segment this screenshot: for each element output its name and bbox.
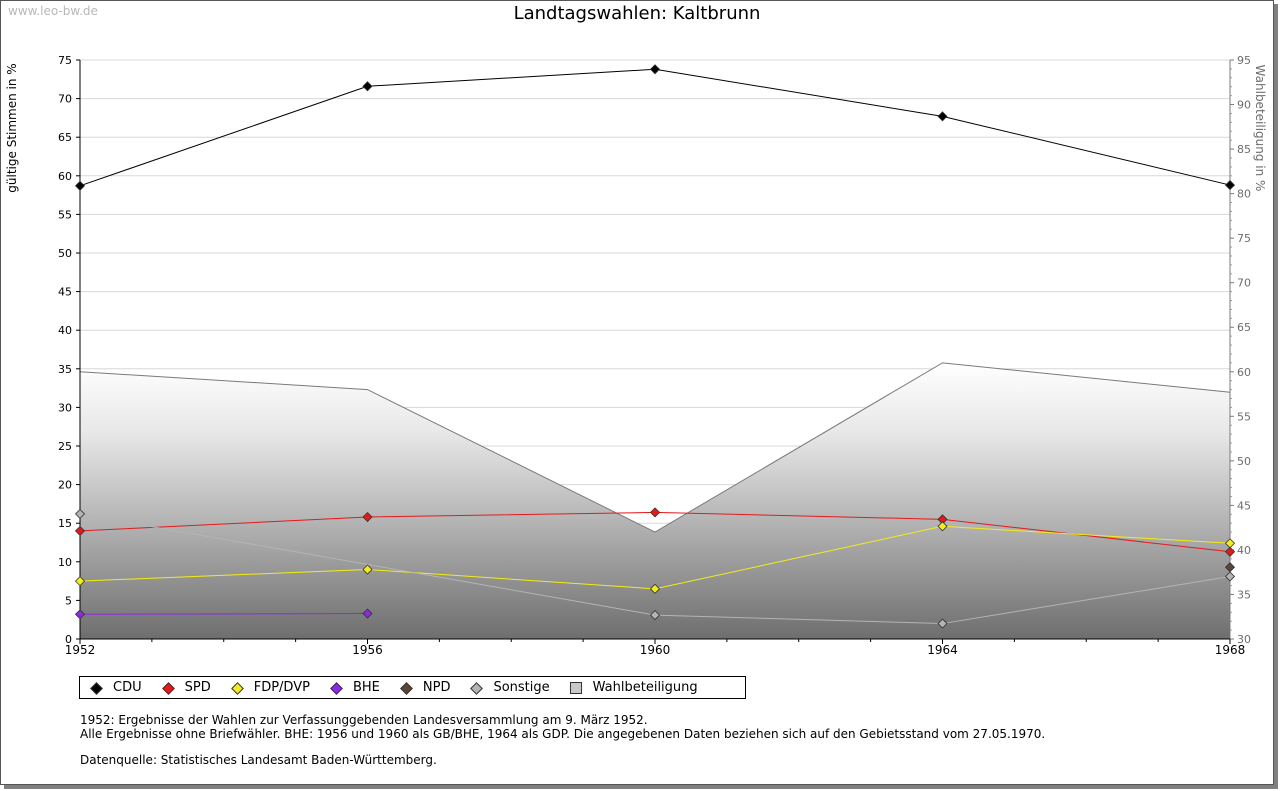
y2-tick-label: 45: [1237, 499, 1251, 512]
y2-tick-label: 50: [1237, 455, 1251, 468]
legend-item-fdp-dvp: FDP/DVP: [231, 680, 310, 695]
legend-label: SPD: [184, 680, 211, 695]
y2-tick-label: 65: [1237, 321, 1251, 334]
y2-tick-label: 80: [1237, 188, 1251, 201]
legend-symbol-wahlbeteiligung: [569, 681, 582, 694]
y-tick-label: 75: [58, 54, 72, 67]
data-point-spd: [362, 511, 373, 523]
y2-tick-label: 85: [1237, 143, 1251, 156]
y-tick-label: 35: [58, 363, 72, 376]
note-line-3: Datenquelle: Statistisches Landesamt Bad…: [80, 753, 437, 767]
chart-legend: CDU SPD FDP/DVP BHE NPD Sonstige Wahlbeteiligu…: [79, 676, 746, 699]
legend-label: Sonstige: [493, 680, 550, 695]
data-point-cdu: [74, 180, 86, 191]
legend-symbol-cdu: [90, 682, 102, 694]
data-point-spd: [74, 525, 86, 536]
y-tick-label: 60: [58, 170, 72, 183]
legend-label: BHE: [352, 680, 380, 695]
chart-title: Landtagswahlen: Kaltbrunn: [513, 3, 761, 24]
x-tick-label: 1952: [65, 643, 96, 657]
y-tick-label: 20: [58, 479, 72, 492]
y-tick-label: 55: [58, 208, 72, 221]
data-point-cdu: [649, 64, 661, 75]
y-tick-label: 25: [58, 440, 72, 453]
data-point-fdp-dvp: [1224, 538, 1236, 549]
legend-symbol-bhe: [330, 682, 342, 694]
series-line-bhe: [79, 613, 368, 615]
series-line-cdu: [79, 68, 1231, 187]
data-point-fdp-dvp: [937, 521, 948, 532]
legend-item-npd: NPD: [400, 680, 451, 695]
data-point-fdp-dvp: [362, 564, 373, 575]
y-tick-label: 30: [58, 401, 72, 414]
y-tick-label: 0: [65, 633, 72, 646]
note-line-2: Alle Ergebnisse ohne Briefwähler. BHE: 1…: [80, 727, 1046, 741]
y2-tick-label: 70: [1237, 277, 1251, 290]
y2-tick-label: 35: [1237, 588, 1251, 601]
data-point-cdu: [1224, 179, 1236, 191]
legend-item-bhe: BHE: [330, 680, 380, 695]
y-tick-label: 70: [58, 93, 72, 106]
y2-tick-label: 30: [1237, 633, 1251, 646]
y2-tick-label: 60: [1237, 366, 1251, 379]
data-point-sonstige: [649, 610, 661, 621]
note-line-1: 1952: Ergebnisse der Wahlen zur Verfassu…: [80, 713, 648, 727]
legend-label: Wahlbeteiligung: [592, 680, 698, 695]
data-point-sonstige: [1224, 571, 1236, 582]
data-point-bhe: [362, 608, 373, 619]
y-tick-label: 10: [58, 556, 72, 569]
y-tick-label: 65: [58, 131, 72, 144]
x-tick-label: 1964: [927, 643, 958, 657]
data-point-spd: [649, 507, 661, 518]
data-point-cdu: [362, 81, 373, 92]
legend-symbol-spd: [162, 682, 174, 694]
turnout-area: [80, 362, 1230, 639]
y2-tick-label: 55: [1237, 410, 1251, 423]
legend-label: NPD: [422, 680, 451, 695]
y2-tick-label: 95: [1237, 54, 1251, 67]
y2-tick-label: 75: [1237, 232, 1251, 245]
data-point-fdp-dvp: [74, 576, 86, 587]
legend-symbol-fdp-dvp: [231, 682, 243, 694]
y2-tick-label: 40: [1237, 544, 1251, 557]
legend-label: CDU: [113, 680, 142, 695]
data-point-bhe: [74, 609, 86, 620]
data-point-sonstige: [937, 618, 948, 629]
x-tick-label: 1960: [640, 643, 671, 657]
legend-item-cdu: CDU: [90, 680, 142, 695]
legend-symbol-sonstige: [470, 682, 482, 694]
y-tick-label: 15: [58, 517, 72, 530]
y2-tick-label: 90: [1237, 99, 1251, 112]
y-tick-label: 45: [58, 286, 72, 299]
watermark: www.leo-bw.de: [8, 4, 98, 18]
legend-item-sonstige: Sonstige: [470, 680, 549, 695]
data-point-cdu: [937, 111, 948, 122]
x-tick-label: 1968: [1215, 643, 1246, 657]
x-tick-label: 1956: [352, 643, 383, 657]
legend-item-wahlbeteiligung: Wahlbeteiligung: [569, 680, 698, 695]
turnout-line: [79, 362, 1231, 533]
legend-symbol-npd: [400, 682, 412, 694]
data-point-spd: [1224, 546, 1236, 557]
legend-label: FDP/DVP: [253, 680, 310, 695]
data-point-sonstige: [74, 508, 86, 520]
y-tick-label: 5: [65, 594, 72, 607]
y-tick-label: 40: [58, 324, 72, 337]
y-tick-label: 50: [58, 247, 72, 260]
data-point-fdp-dvp: [649, 583, 661, 594]
legend-item-spd: SPD: [162, 680, 211, 695]
